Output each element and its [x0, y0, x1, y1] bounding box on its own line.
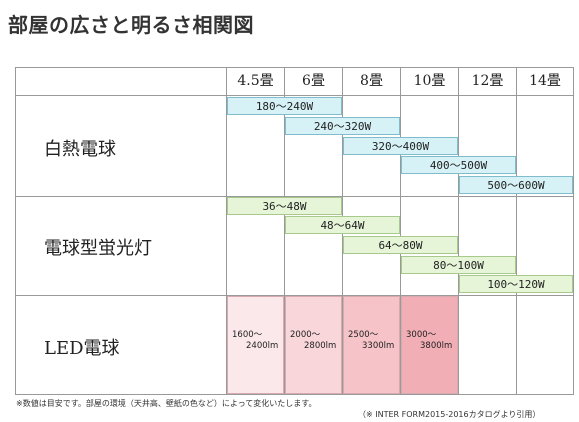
category-incandescent: 白熱電球 [44, 139, 116, 160]
led-range-2-min: 2000～ [290, 330, 321, 340]
incandescent-range-1: 180～240W [227, 97, 342, 115]
page-title: 部屋の広さと明るさ相関図 [8, 13, 254, 37]
source-note: （※ INTER FORM2015-2016カタログより引用） [358, 410, 541, 419]
incandescent-range-4: 400～500W [401, 156, 516, 174]
incandescent-range-3: 320～400W [343, 137, 458, 155]
category-led: LED電球 [44, 338, 120, 359]
led-range-4-max: 3800lm [420, 341, 453, 351]
incandescent-range-2: 240～320W [285, 117, 400, 135]
footnote: ※数値は目安です。部屋の環境（天井高、壁紙の色など）によって変化いたします。 [16, 399, 317, 408]
column-header-10: 10畳 [413, 73, 446, 89]
led-range-3-max: 3300lm [362, 341, 395, 351]
fluorescent-range-1: 36～48W [227, 197, 342, 215]
fluorescent-range-5: 100～120W [459, 275, 573, 293]
led-range-2-max: 2800lm [304, 341, 337, 351]
column-header-14: 14畳 [529, 73, 561, 89]
fluorescent-range-2: 48～64W [285, 216, 400, 234]
fluorescent-range-4: 80～100W [401, 256, 516, 274]
led-range-3-min: 2500～ [348, 330, 379, 340]
led-range-4-min: 3000～ [406, 330, 437, 340]
led-range-1: 1600～ 2400lm [227, 296, 284, 394]
column-header-4.5: 4.5畳 [237, 73, 274, 89]
category-fluorescent: 電球型蛍光灯 [44, 238, 152, 259]
incandescent-range-5: 500～600W [459, 176, 573, 194]
led-range-1-max: 2400lm [246, 341, 279, 351]
column-header-6: 6畳 [302, 73, 325, 89]
fluorescent-range-3: 64～80W [343, 236, 458, 254]
led-range-1-min: 1600～ [232, 330, 263, 340]
led-range-2: 2000～ 2800lm [285, 296, 342, 394]
column-header-8: 8畳 [360, 73, 383, 89]
led-range-4: 3000～ 3800lm [401, 296, 458, 394]
column-header-12: 12畳 [471, 73, 504, 89]
led-range-3: 2500～ 3300lm [343, 296, 400, 394]
